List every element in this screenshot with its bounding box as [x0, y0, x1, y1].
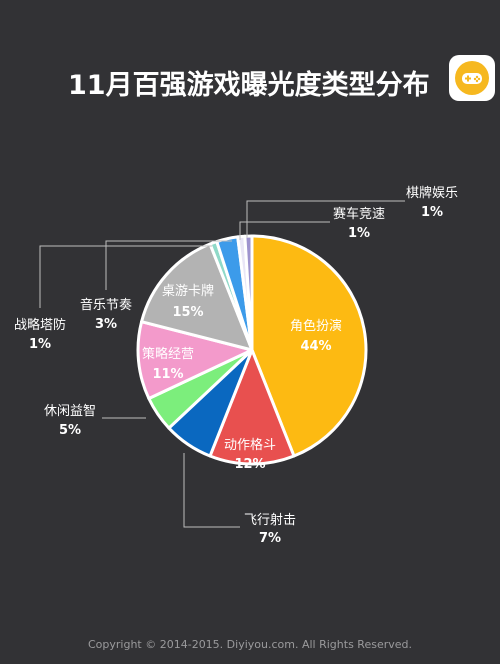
slice-label-8: 赛车竞速 [333, 206, 385, 222]
slice-label-2: 飞行射击 [244, 512, 296, 528]
leader-line-6 [39, 245, 212, 308]
slice-label-6: 战略塔防 [14, 317, 66, 333]
slice-value-7: 3% [95, 317, 117, 332]
slice-label-5: 桌游卡牌 [162, 283, 214, 299]
leader-line-2 [183, 453, 240, 528]
leader-line-7 [105, 240, 232, 290]
pie-slice-0 [250, 234, 368, 458]
copyright-text: Copyright © 2014-2015. Diyiyou.com. All … [87, 638, 412, 651]
page-title: 11月百强游戏曝光度类型分布 [68, 70, 430, 101]
slice-value-1: 12% [234, 457, 265, 472]
slice-label-1: 动作格斗 [224, 437, 276, 453]
pie-slices [136, 234, 368, 466]
slice-label-3: 休闲益智 [44, 404, 96, 419]
slice-label-0: 角色扮演 [290, 318, 342, 334]
slice-label-4: 策略经营 [142, 346, 194, 362]
slice-value-0: 44% [300, 339, 331, 354]
slice-value-6: 1% [29, 337, 51, 352]
slice-value-5: 15% [172, 305, 203, 320]
slice-label-7: 音乐节奏 [80, 297, 132, 313]
leader-line-9 [246, 200, 405, 238]
pie-slice-4 [136, 320, 254, 401]
slice-label-9: 棋牌娱乐 [406, 185, 458, 201]
gamepad-icon [455, 61, 489, 95]
slice-value-3: 5% [59, 423, 81, 438]
pie-labels: 角色扮演 44% 动作格斗 12% 飞行射击 7% 休闲益智 5% 策略经营 11% 桌游卡牌 15%… [14, 185, 458, 546]
slice-value-2: 7% [259, 531, 281, 546]
leader-line-8 [239, 221, 330, 240]
pie-slice-5 [140, 242, 254, 352]
slice-value-8: 1% [348, 226, 370, 241]
app-logo [449, 55, 495, 101]
pie-slice-9 [243, 234, 254, 352]
slice-value-9: 1% [421, 205, 443, 220]
slice-value-4: 11% [152, 367, 183, 382]
pie-slice-1 [208, 348, 296, 466]
